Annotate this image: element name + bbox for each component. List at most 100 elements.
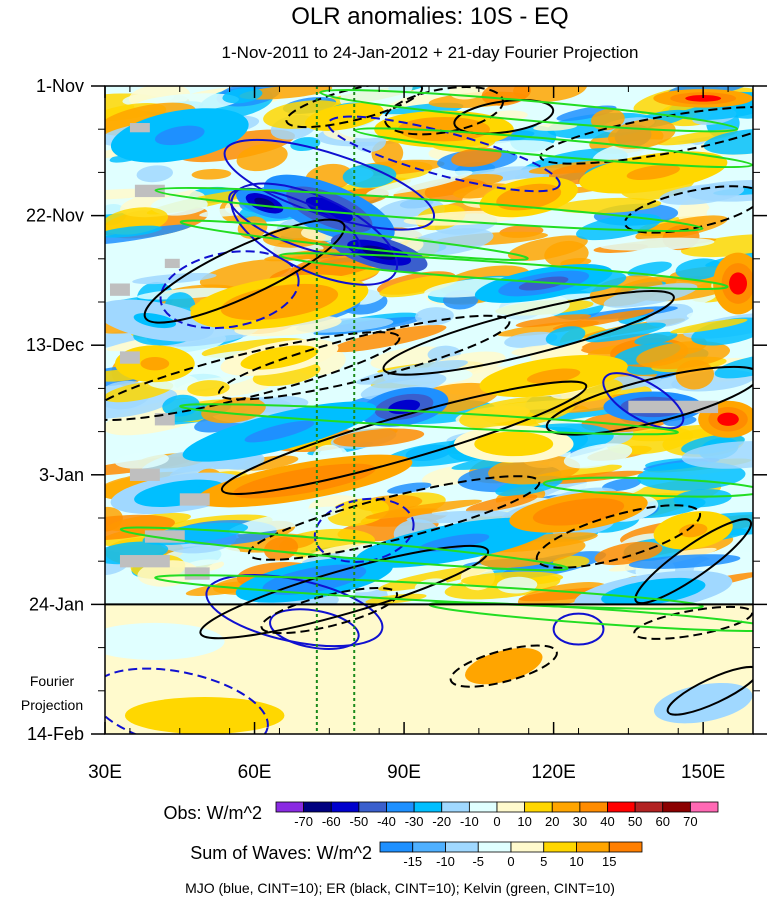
colorbar-label: -5: [472, 854, 484, 869]
projection-label-projection: Projection: [21, 697, 83, 713]
projection-field: [105, 604, 753, 734]
texture-cell: [657, 129, 738, 146]
kelvin-contour: [119, 526, 569, 572]
anomaly-blob: [305, 196, 353, 222]
colorbar-swatch: [551, 801, 581, 813]
texture-cell: [533, 122, 578, 131]
texture-cell: [465, 494, 538, 513]
texture-cell: [681, 441, 753, 469]
colorbar-swatch: [379, 841, 414, 853]
contour-legend-note: MJO (blue, CINT=10); ER (black, CINT=10)…: [185, 880, 615, 896]
reference-longitude-lines: [315, 86, 356, 734]
er-contour: [666, 665, 753, 716]
colorbar-label: -20: [432, 814, 451, 829]
er-contour: [535, 504, 702, 569]
anomaly-blob: [140, 357, 170, 371]
texture-cell: [199, 259, 292, 289]
colorbar-swatch: [386, 801, 415, 813]
obs-colorbar: Obs: W/m^2 -70 -60 -50 -40 -30 -20 -10 0 10 20 30 4…: [164, 801, 719, 829]
texture-cell: [236, 143, 288, 172]
texture-cell: [591, 108, 625, 131]
missing-data-box: [129, 468, 160, 481]
chart-title: OLR anomalies: 10S - EQ: [291, 3, 568, 30]
er-contour: [382, 290, 675, 376]
er-contour: [143, 218, 346, 324]
texture-cell: [451, 147, 502, 167]
texture-cell: [355, 360, 469, 385]
texture-cell: [552, 309, 655, 330]
texture-cell: [331, 324, 447, 353]
missing-data-box: [129, 123, 150, 133]
missing-data-box: [134, 184, 165, 198]
texture-cell: [479, 538, 586, 568]
er-contour: [633, 605, 753, 640]
anomaly-blob: [678, 523, 708, 538]
texture-cell: [459, 396, 575, 430]
mjo-contour: [552, 612, 605, 646]
missing-data-boxes: [109, 123, 719, 580]
colorbar-swatch: [477, 841, 512, 853]
texture-cell: [673, 489, 732, 508]
colorbar-swatch: [662, 801, 691, 813]
texture-cell: [714, 354, 753, 379]
colorbar-swatch: [524, 801, 553, 813]
texture-cell: [228, 506, 344, 535]
colorbar-label: 70: [683, 814, 697, 829]
texture-cell: [513, 86, 588, 103]
colorbar-swatch: [303, 801, 332, 813]
kelvin-contour: [279, 252, 729, 291]
colorbar-label: -15: [403, 854, 422, 869]
plot-area: [105, 86, 753, 734]
texture-cell: [191, 168, 232, 180]
texture-cell: [263, 536, 299, 561]
colorbar-swatch: [543, 841, 577, 853]
texture-cell: [239, 86, 333, 100]
texture-cell: [132, 272, 217, 285]
colorbar-label: 0: [507, 854, 514, 869]
colorbar-label: 10: [517, 814, 531, 829]
colorbar-label: 40: [600, 814, 614, 829]
texture-cell: [675, 359, 715, 390]
er-contour: [623, 185, 753, 234]
texture-cell: [703, 128, 753, 155]
er-contour: [260, 587, 399, 635]
anomaly-blob: [154, 125, 205, 146]
anomaly-blob: [258, 350, 301, 365]
texture-cell: [114, 452, 169, 469]
er-contour: [220, 380, 588, 495]
colorbar-label: 10: [569, 854, 583, 869]
texture-cell: [178, 129, 295, 163]
colorbar-swatch: [275, 801, 305, 813]
colorbar-label: 20: [545, 814, 559, 829]
anomaly-blob: [717, 412, 739, 426]
colorbar-label: 0: [493, 814, 500, 829]
mjo-contour: [223, 138, 436, 231]
texture-cell: [545, 326, 586, 346]
axes: 30E 60E 90E 120E 150E 1-Nov 22-Nov 13-Dec 3-Jan 2…: [26, 76, 767, 783]
colorbar-swatch: [576, 841, 610, 853]
colorbar-swatch: [496, 801, 526, 813]
x-tick-label: 150E: [681, 762, 725, 783]
projection-blob: [653, 682, 753, 724]
x-tick-label: 90E: [387, 762, 421, 783]
mjo-contour: [327, 115, 561, 193]
texture-cell: [237, 216, 268, 239]
chart-subtitle: 1-Nov-2011 to 24-Jan-2012 + 21-day Fouri…: [222, 43, 639, 62]
kelvin-contour: [542, 476, 753, 498]
anomaly-blob: [265, 471, 344, 491]
colorbar-swatch: [445, 841, 479, 853]
missing-data-box: [164, 258, 180, 269]
er-contour: [545, 365, 753, 436]
colorbar-swatch: [579, 801, 608, 813]
texture-cell: [136, 165, 173, 183]
texture-cell: [150, 195, 208, 216]
colorbar-label: -30: [405, 814, 424, 829]
obs-colorbar-label: Obs: W/m^2: [164, 803, 262, 823]
mjo-contour: [313, 497, 415, 563]
y-tick-label: 13-Dec: [26, 335, 84, 355]
x-tick-label: 120E: [531, 762, 575, 783]
er-contour: [285, 86, 424, 129]
y-tick-label: 24-Jan: [29, 594, 84, 614]
er-contour: [105, 331, 401, 421]
